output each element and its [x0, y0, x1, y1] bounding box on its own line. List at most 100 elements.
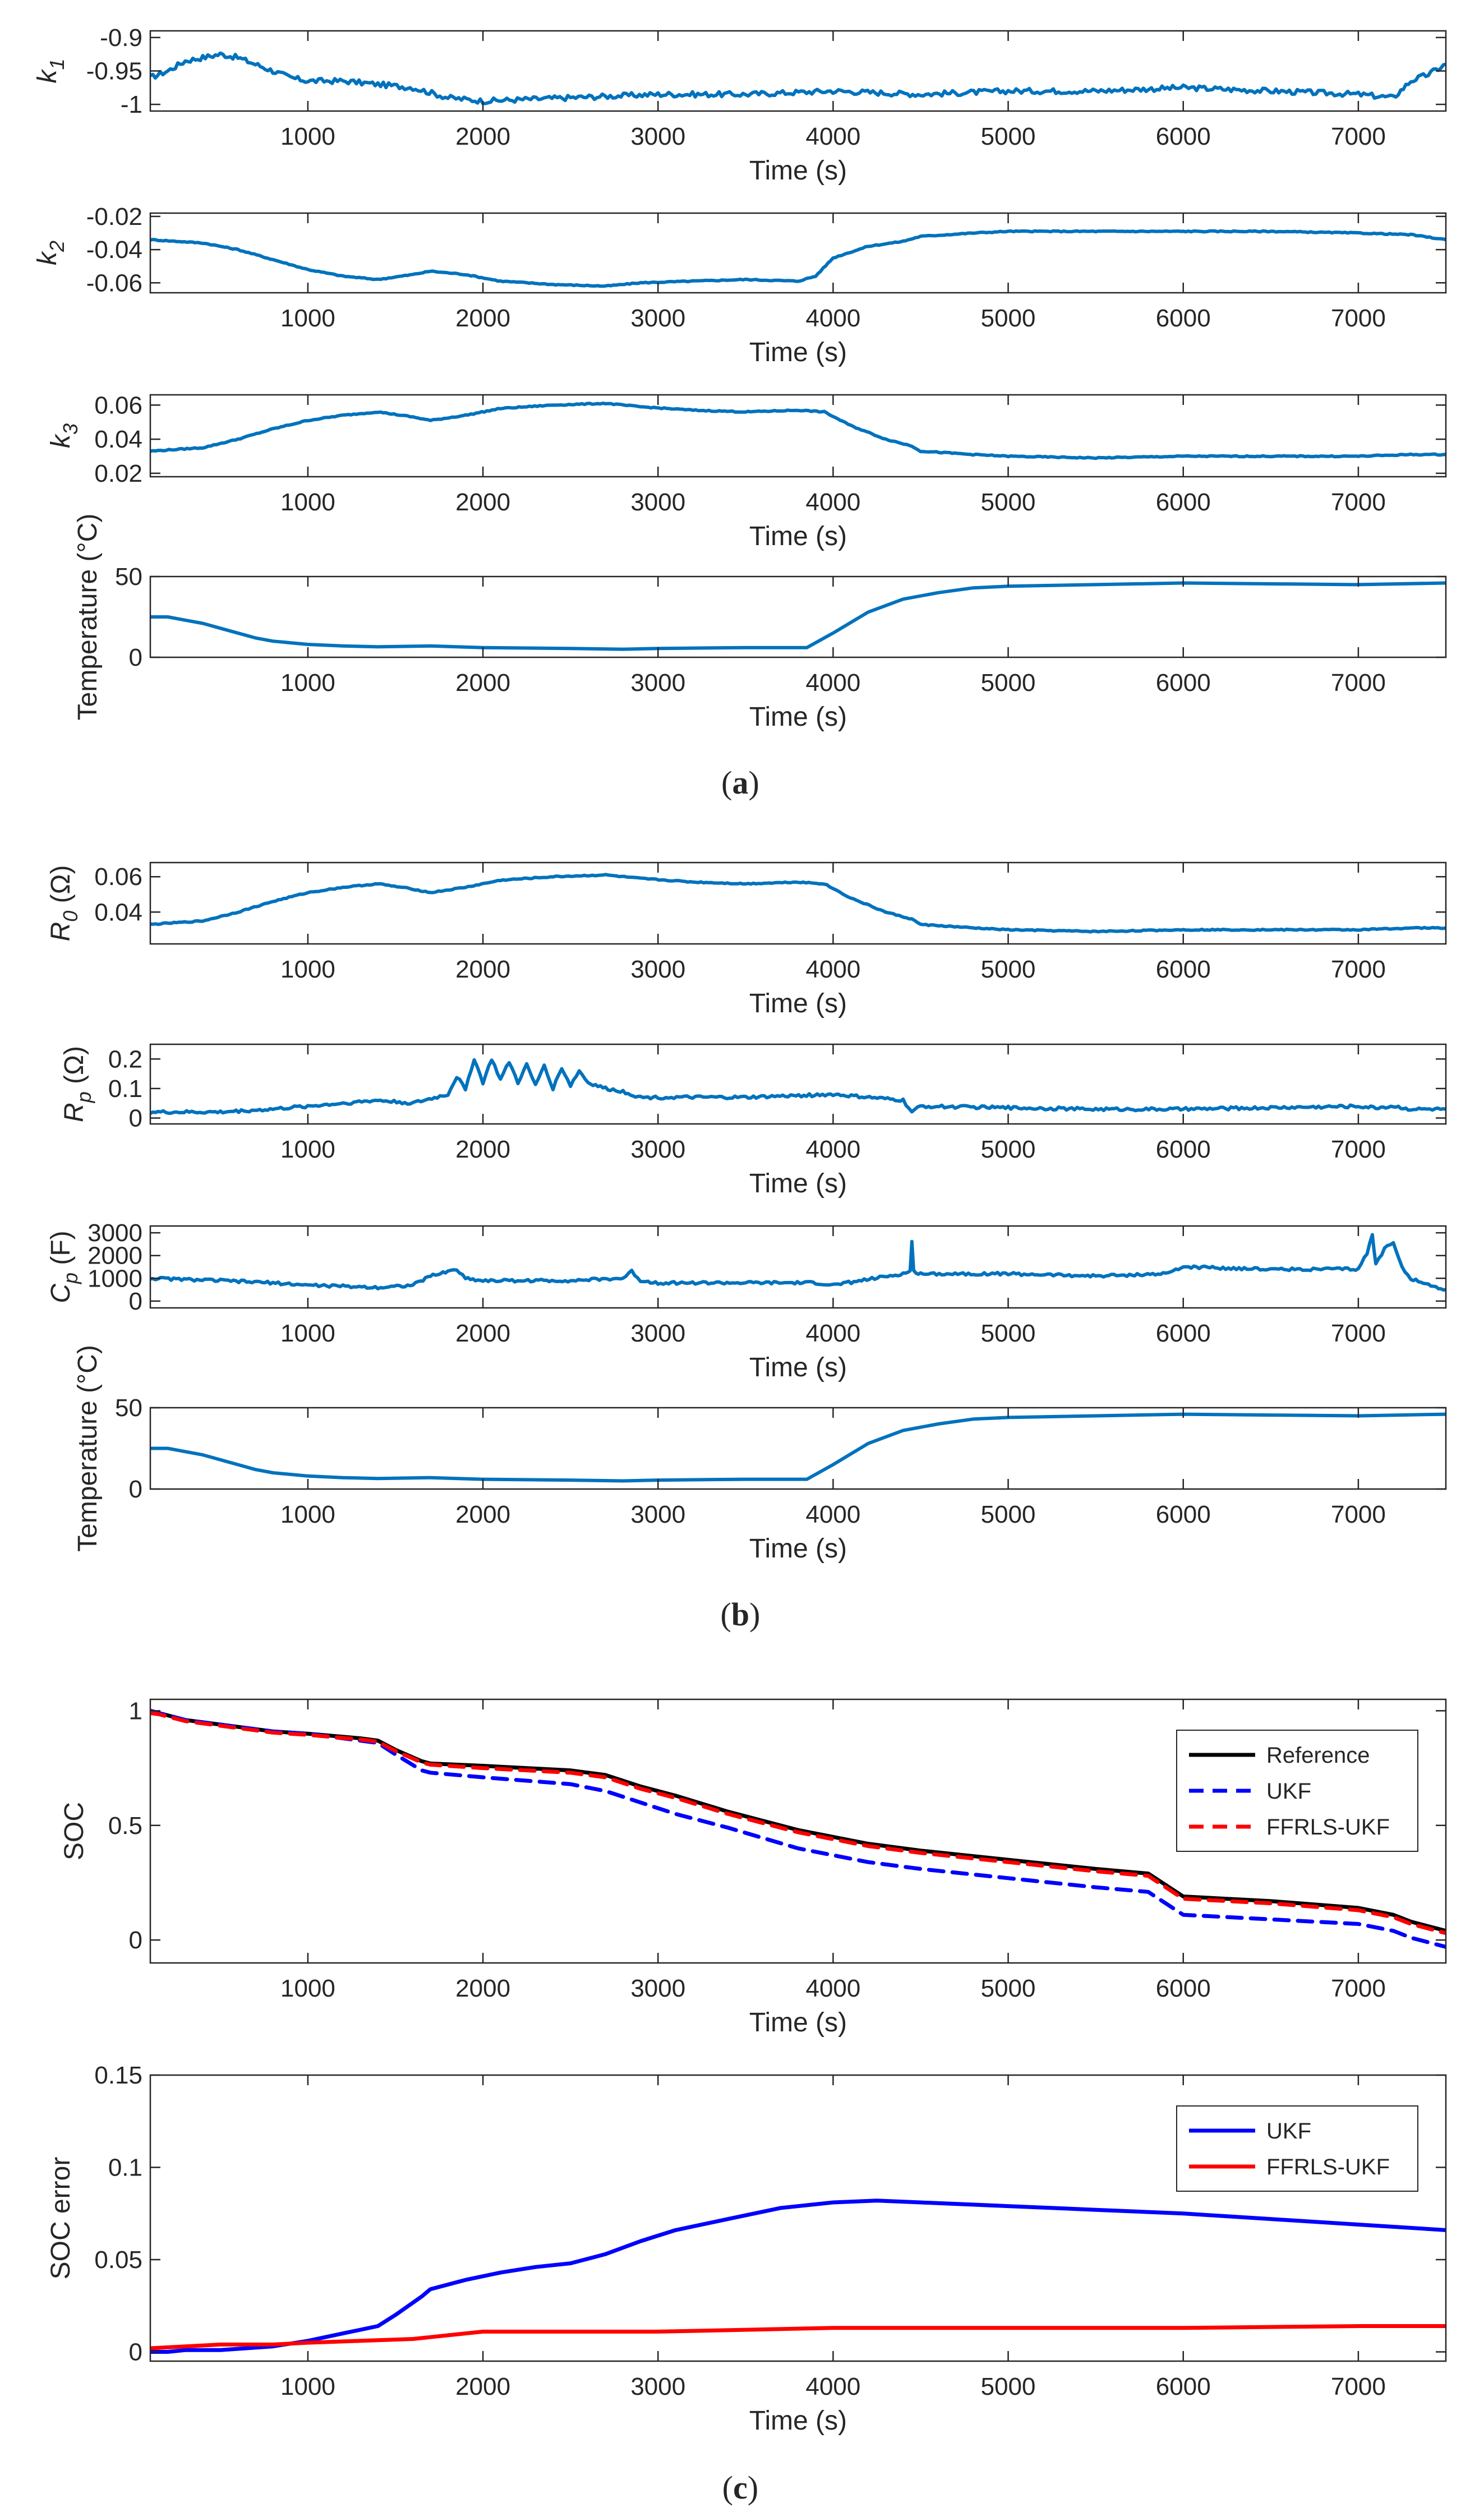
x-axis-label: Time (s) — [749, 156, 847, 186]
x-tick-label: 6000 — [1156, 123, 1211, 150]
x-tick-label: 3000 — [630, 956, 685, 983]
y-tick-label: -0.9 — [100, 24, 142, 52]
x-tick-label: 1000 — [280, 123, 335, 150]
x-tick-label: 3000 — [630, 488, 685, 516]
y-axis-label-unit: (F) — [46, 1230, 76, 1273]
y-tick-label: -0.02 — [86, 203, 142, 231]
y-tick-label: 0.1 — [108, 2154, 142, 2182]
x-axis-label: Time (s) — [749, 702, 847, 732]
y-axis-label-subscript: p — [72, 1091, 95, 1103]
y-tick-label: 2000 — [87, 1242, 142, 1270]
x-tick-label: 6000 — [1156, 305, 1211, 332]
x-tick-label: 4000 — [805, 123, 860, 150]
x-axis-label: Time (s) — [749, 1353, 847, 1382]
series-line-k1 — [150, 51, 1446, 105]
y-axis-label: k1 — [33, 58, 68, 83]
y-tick-label: 0 — [129, 2339, 142, 2366]
y-axis-label-main: k — [33, 250, 62, 265]
panel-label-b: (b) — [721, 1596, 761, 1633]
x-tick-label: 5000 — [981, 488, 1036, 516]
chart-r0: 1000 2000 3000 4000 5000 6000 7000 0.04 0.06 Time… — [46, 861, 1447, 1018]
x-tick-label: 5000 — [981, 956, 1036, 983]
x-tick-label: 3000 — [630, 1975, 685, 2002]
x-tick-label: 4000 — [805, 956, 860, 983]
y-axis-label: Temperature (°C) — [73, 514, 103, 721]
y-tick-label: 50 — [115, 1394, 142, 1422]
y-axis-label: R0 (Ω) — [46, 865, 82, 942]
axes-frame — [149, 1225, 1447, 1309]
x-axis-label: Time (s) — [749, 2008, 847, 2038]
y-tick-label: 0.02 — [94, 460, 142, 487]
x-tick-label: 1000 — [280, 305, 335, 332]
axes-frame — [149, 1698, 1447, 1964]
y-axis-label: SOC — [59, 1802, 89, 1860]
plot-area — [150, 1408, 1446, 1489]
y-axis-label-main: k — [46, 433, 76, 448]
x-tick-label: 3000 — [630, 305, 685, 332]
x-tick-label: 4000 — [805, 669, 860, 697]
y-axis-label-subscript: 2 — [45, 241, 68, 252]
x-tick-label: 3000 — [630, 123, 685, 150]
axes-frame — [149, 861, 1447, 945]
y-axis-label-main: k — [33, 68, 62, 84]
x-tick-label: 1000 — [280, 1975, 335, 2002]
x-tick-label: 3000 — [630, 1320, 685, 1347]
x-tick-label: 7000 — [1331, 1320, 1386, 1347]
legend-label: FFRLS-UKF — [1266, 1815, 1390, 1840]
legend-label: UKF — [1266, 1779, 1311, 1804]
series-line-ffrls-ukf — [150, 2324, 1446, 2350]
y-tick-label: 0.15 — [94, 2062, 142, 2089]
x-tick-label: 5000 — [981, 669, 1036, 697]
legend-label: Reference — [1266, 1743, 1370, 1768]
panel-label-a: (a) — [721, 764, 759, 801]
y-axis-label-subscript: 3 — [59, 423, 82, 435]
y-tick-label: 0 — [129, 1104, 142, 1132]
x-tick-label: 1000 — [280, 669, 335, 697]
y-tick-label: -1 — [121, 91, 142, 118]
x-tick-label: 7000 — [1331, 669, 1386, 697]
x-tick-label: 6000 — [1156, 1320, 1211, 1347]
x-tick-label: 5000 — [981, 2373, 1036, 2400]
x-tick-label: 4000 — [805, 2373, 860, 2400]
y-axis-label-unit: (Ω) — [46, 865, 76, 911]
y-axis-label: k2 — [33, 241, 68, 265]
x-axis-label: Time (s) — [749, 2406, 847, 2436]
axes-frame — [149, 1407, 1447, 1490]
legend-box — [1176, 2105, 1418, 2192]
chart-rp: 1000 2000 3000 4000 5000 6000 7000 00.10.2 Time … — [59, 1043, 1447, 1199]
y-axis-label-main: SOC — [59, 1802, 89, 1860]
series-line-cp — [150, 1233, 1446, 1292]
x-tick-label: 5000 — [981, 1501, 1036, 1528]
y-axis-label: Temperature (°C) — [73, 1345, 103, 1552]
y-axis-label-unit: (Ω) — [59, 1046, 89, 1091]
y-axis-label-main: Temperature (°C) — [73, 1345, 103, 1552]
legend-label: UKF — [1266, 2119, 1311, 2144]
x-tick-label: 2000 — [455, 305, 510, 332]
x-tick-label: 2000 — [455, 1501, 510, 1528]
y-axis-label-main: R — [59, 1103, 89, 1122]
series-line-rp — [150, 1058, 1446, 1116]
series-line-r0 — [150, 873, 1446, 934]
chart-temperature-a: 1000 2000 3000 4000 5000 6000 7000 0 50 Time (s) T… — [73, 514, 1447, 732]
chart-soc-error: 1000 2000 3000 4000 5000 6000 7000 0 0.05 0.1 0.15… — [46, 2062, 1447, 2436]
x-tick-label: 6000 — [1156, 1136, 1211, 1163]
x-tick-label: 4000 — [805, 1501, 860, 1528]
y-tick-label: 0.04 — [94, 898, 142, 926]
y-tick-label: 0 — [129, 1926, 142, 1954]
y-axis-label-main: R — [46, 922, 76, 942]
y-axis-label-subscript: 0 — [59, 911, 82, 922]
panel-label-c-open: ( — [722, 2469, 733, 2506]
chart-k3: 1000 2000 3000 4000 5000 6000 7000 0.02 0.04 0.06… — [46, 391, 1447, 551]
y-tick-label: 0.5 — [108, 1812, 142, 1840]
y-tick-label: 0.04 — [94, 426, 142, 453]
x-tick-label: 4000 — [805, 1136, 860, 1163]
x-tick-label: 5000 — [981, 1975, 1036, 2002]
x-tick-label: 7000 — [1331, 123, 1386, 150]
chart-cp: 1000 2000 3000 4000 5000 6000 7000010002000300… — [46, 1219, 1447, 1382]
panel-label-a-open: ( — [721, 764, 732, 801]
y-tick-label: 50 — [115, 563, 142, 591]
panel-label-a-letter: a — [732, 764, 749, 801]
x-tick-label: 7000 — [1331, 956, 1386, 983]
x-tick-label: 3000 — [630, 1501, 685, 1528]
